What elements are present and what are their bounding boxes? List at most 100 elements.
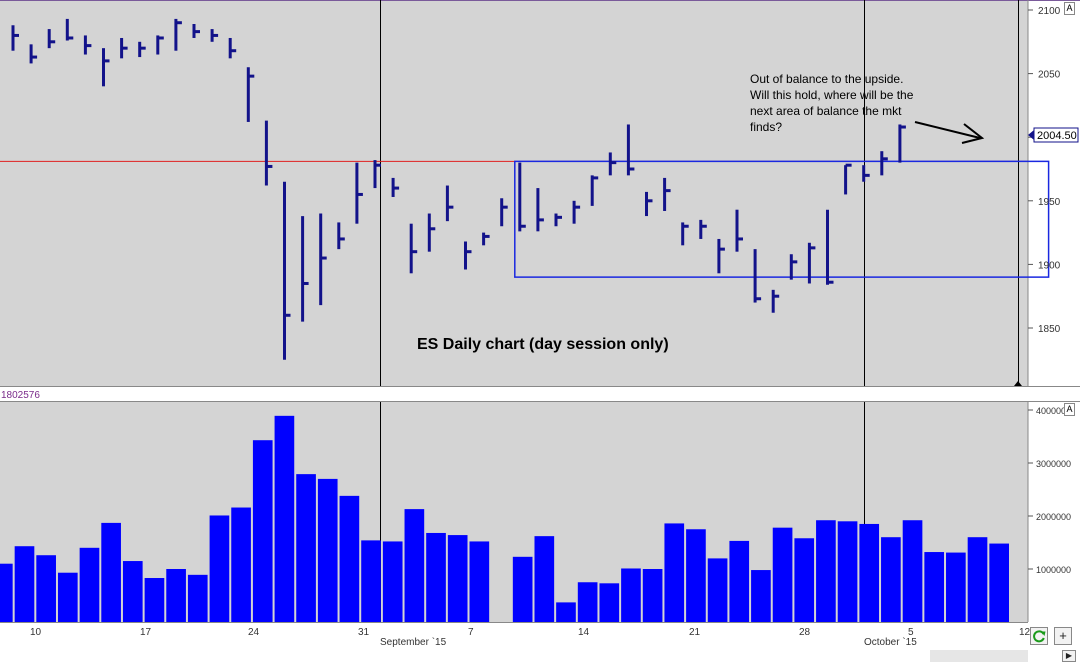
volume-bar [382,541,403,622]
price-bar [699,219,707,239]
price-bar [228,37,237,59]
price-bar [500,198,508,227]
price-bar [789,254,798,280]
date-tick-12: 12 [1019,627,1031,638]
date-axis-bg [0,622,1080,662]
volume-tick-label: 3000000 [1036,459,1071,469]
price-bar [554,213,562,227]
price-bar [898,124,906,163]
price-bar [264,120,273,186]
price-bar [65,18,74,41]
volume-bar [274,415,295,622]
price-bar [681,222,689,246]
date-tick-10: 10 [30,627,42,638]
volume-axis-bg [1028,402,1080,622]
volume-bar [14,546,35,622]
price-bar [174,18,182,51]
price-bar [807,242,816,284]
price-bar [445,185,454,222]
volume-bar [967,537,988,622]
volume-bar [642,569,663,622]
volume-bar [101,522,121,622]
scrollbar-track[interactable] [930,650,1028,662]
price-bar [283,181,291,360]
price-panel-bg [0,0,1028,386]
volume-tick-label: 2000000 [1036,512,1071,522]
price-axis-bg [1028,0,1080,386]
volume-bar [556,602,576,622]
price-bar [120,37,128,59]
price-bar [337,222,345,250]
refresh-button[interactable] [1030,627,1048,645]
volume-tick-label: 1000000 [1036,565,1071,575]
volume-bar [512,556,533,622]
price-bar [156,35,164,55]
volume-bar [231,507,251,622]
price-tick-label: 2100 [1038,6,1061,17]
price-tick-label: 1950 [1038,197,1061,208]
price-bar [373,160,381,189]
volume-bar [751,570,771,622]
price-bar [518,162,526,232]
price-bar [663,177,671,211]
price-bar [826,209,834,285]
price-bar [391,177,400,197]
price-bar [645,191,653,217]
volume-bar [577,582,598,622]
price-tick-label: 1850 [1038,324,1061,335]
chart-title: ES Daily chart (day session only) [417,336,669,353]
volume-bar [166,569,186,622]
annotation-arrow-head [961,123,985,144]
volume-bar [252,440,273,622]
annotation-line-3: next area of balance the mkt [750,104,902,118]
price-bar [590,175,599,206]
price-bar [880,151,888,176]
add-button[interactable]: + [1054,627,1072,645]
month-label-september: September `15 [380,636,447,648]
volume-bar [881,537,901,622]
price-bar [862,165,870,182]
price-bar [844,163,852,195]
volume-bar [426,532,446,622]
price-tick-label: 1900 [1038,260,1061,271]
volume-bar [79,547,100,622]
volume-bar [686,529,706,622]
price-bar [355,162,363,224]
annotation-arrow-shaft [914,121,981,139]
volume-bar [209,515,230,622]
annotation-line-4: finds? [750,120,782,134]
auto-scale-button-price[interactable]: A [1064,2,1075,15]
price-bar [319,213,327,306]
price-bar [409,223,418,274]
price-bar [102,48,110,87]
volume-bar [447,535,468,622]
price-bar [138,41,146,58]
volume-bar [946,552,966,622]
last-price-label: 2004.50 [1037,130,1077,142]
price-bar [626,124,635,176]
price-bar [735,209,743,252]
volume-bar [816,520,836,622]
price-bar [83,35,92,55]
balance-area-box [514,160,1050,278]
date-tick-21: 21 [689,627,701,638]
scroll-right-button[interactable]: ▶ [1062,650,1076,662]
volume-bar [57,572,78,622]
volume-bar [144,578,165,622]
volume-tick-label: 4000000 [1036,406,1071,416]
price-bar [771,289,780,313]
price-tick-label: 2050 [1038,70,1061,81]
date-tick-14: 14 [578,627,590,638]
price-bar [246,67,255,122]
date-tick-28: 28 [799,627,811,638]
price-bar [482,232,490,246]
price-bar [29,44,38,64]
volume-readout: 1802576 [1,390,40,401]
refresh-icon [1033,630,1046,643]
price-bar [464,241,472,270]
auto-scale-button-volume[interactable]: A [1064,403,1075,416]
volume-bar [902,520,923,622]
separator-strip [0,386,1080,402]
price-bar [536,188,544,232]
